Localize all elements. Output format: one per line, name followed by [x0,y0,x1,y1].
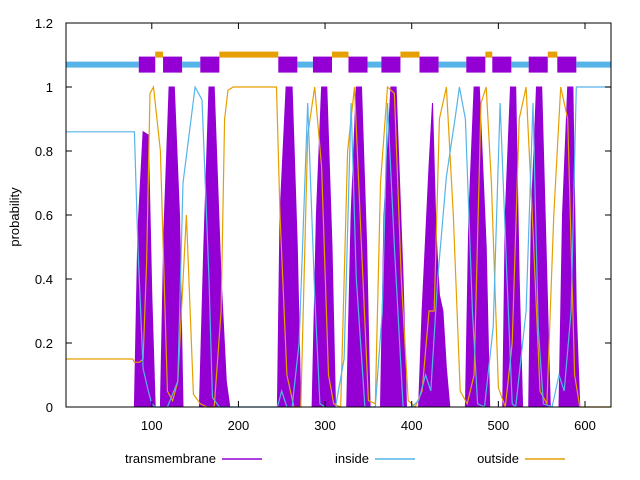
topology-segment-inside [438,61,467,68]
topology-segment-outside [547,51,558,58]
topology-segment-outside [155,51,164,58]
x-tick-label: 200 [228,418,250,433]
topology-segment-transmembrane [278,56,298,73]
topology-segment-outside [332,51,349,58]
topology-segment-transmembrane [466,56,486,73]
topology-segment-transmembrane [381,56,401,73]
topology-segment-transmembrane [492,56,512,73]
x-tick-label: 500 [488,418,510,433]
x-tick-label: 600 [574,418,596,433]
topology-segment-inside [511,61,529,68]
topology-segment-transmembrane [348,56,368,73]
topology-segment-inside [182,61,201,68]
topology-segment-inside [367,61,382,68]
topology-segment-transmembrane [200,56,220,73]
y-tick-label: 0.4 [35,272,53,287]
topology-segment-inside [576,61,611,68]
y-tick-label: 0.2 [35,336,53,351]
y-tick-label: 0.8 [35,144,53,159]
x-tick-label: 100 [141,418,163,433]
y-axis-ticks: 0 0.2 0.4 0.6 0.8 1 1.2 [35,16,611,415]
x-tick-label: 300 [314,418,336,433]
legend: transmembrane inside outside [125,451,565,466]
y-tick-label: 0.6 [35,208,53,223]
topology-segment-transmembrane [138,56,156,73]
topology-segment-inside [297,61,313,68]
topology-bar [66,51,611,73]
series-transmembrane-area [66,86,611,408]
topology-segment-transmembrane [557,56,577,73]
y-tick-label: 0 [46,400,53,415]
topology-segment-transmembrane [419,56,439,73]
topology-segment-outside [219,51,279,58]
x-axis-ticks: 100 200 300 400 500 600 [141,23,596,433]
topology-segment-transmembrane [528,56,548,73]
x-tick-label: 400 [401,418,423,433]
legend-label-transmembrane: transmembrane [125,451,216,466]
series-outside-line [66,85,611,409]
legend-label-inside: inside [335,451,369,466]
y-axis-label: probability [7,187,22,247]
topology-segment-outside [400,51,420,58]
topology-segment-transmembrane [312,56,333,73]
legend-label-outside: outside [477,451,519,466]
topology-segment-outside [485,51,493,58]
plot-series [66,85,611,409]
topology-segment-inside [66,61,139,68]
y-tick-label: 1.2 [35,16,53,31]
topology-segment-transmembrane [163,56,183,73]
y-tick-label: 1 [46,80,53,95]
